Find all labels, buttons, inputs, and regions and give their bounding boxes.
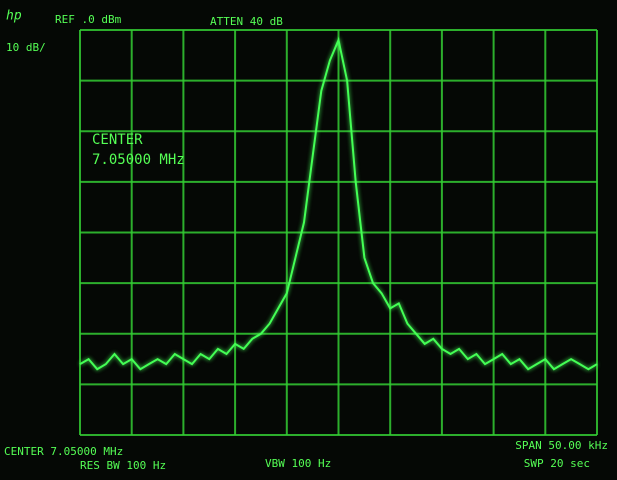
screen-annotation: SPAN 50.00 kHz	[515, 439, 608, 452]
screen-annotation: VBW 100 Hz	[265, 457, 331, 470]
screen-annotation: REF .0 dBm	[55, 13, 122, 26]
brand: hp	[6, 9, 22, 24]
screen-annotation: ATTEN 40 dB	[210, 15, 283, 28]
screen-annotation: CENTER 7.05000 MHz	[4, 445, 123, 458]
graticule	[79, 29, 598, 436]
screen-annotation: SWP 20 sec	[524, 457, 590, 470]
screen-annotation: RES BW 100 Hz	[80, 459, 166, 472]
screen-annotation: 10 dB/	[6, 41, 46, 54]
screen-annotation: CENTER	[92, 132, 143, 148]
screen-annotation: 7.05000 MHz	[92, 152, 185, 168]
trace	[79, 36, 598, 371]
